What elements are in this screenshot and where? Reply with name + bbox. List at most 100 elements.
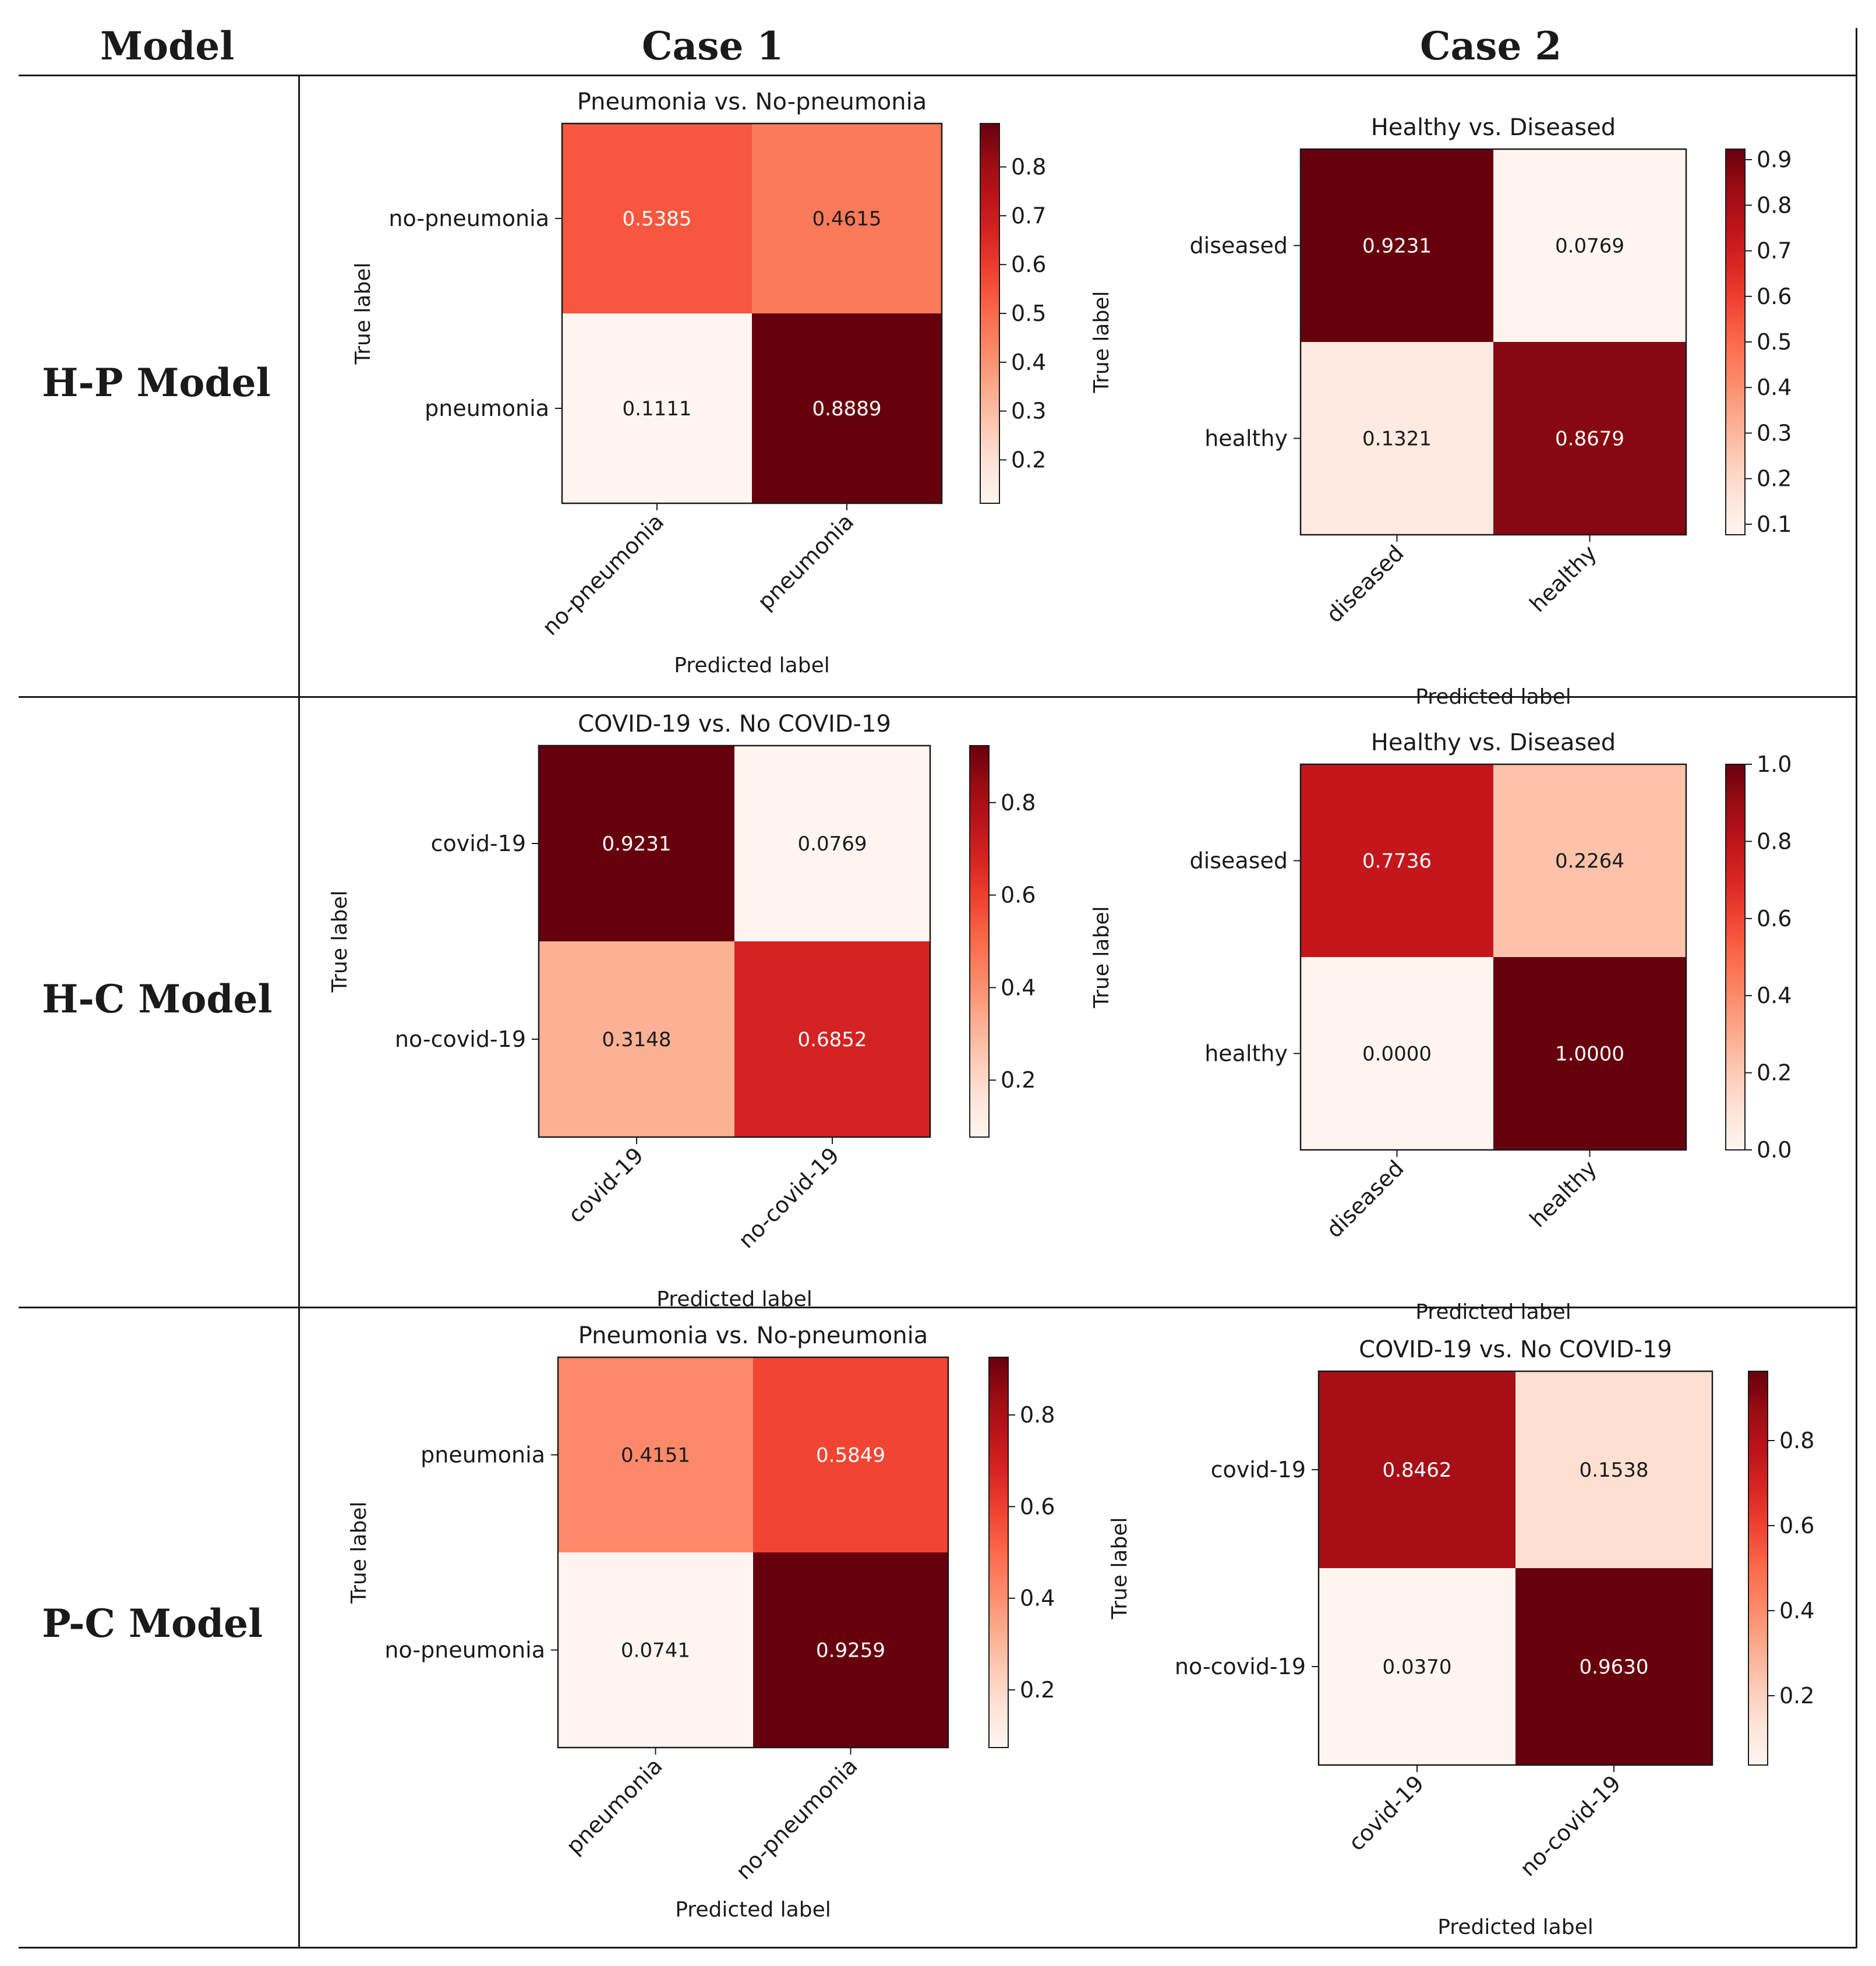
chart-5-frame	[1317, 1370, 1714, 1766]
chart-5-xtick-label-1: no-covid-19	[1515, 1770, 1626, 1881]
chart-1-cell-0-1	[1493, 149, 1686, 342]
chart-3-ytick-label-0: diseased	[1190, 848, 1288, 874]
chart-1-value-label-0-0: 0.9231	[1362, 235, 1432, 258]
chart-0-colorbar	[980, 123, 1000, 504]
chart-2-xaxis-label: Predicted label	[656, 1287, 812, 1311]
chart-5-ytick-label-1: no-covid-19	[1175, 1654, 1306, 1679]
chart-1-colorbar-tick-label-1: 0.2	[1757, 466, 1792, 492]
chart-1-frame	[1299, 148, 1687, 536]
chart-1-cell-1-0	[1301, 342, 1493, 535]
chart-0-value-label-1-0: 0.1111	[623, 397, 692, 421]
row-divider-2	[19, 1307, 1857, 1308]
chart-3-colorbar-tick-label-5: 1.0	[1757, 751, 1792, 777]
chart-3-title: Healthy vs. Diseased	[1371, 729, 1616, 756]
chart-4-value-label-1-1: 0.9259	[816, 1639, 885, 1663]
chart-1-colorbar-tick-label-2: 0.3	[1757, 420, 1792, 446]
chart-1-value-label-0-1: 0.0769	[1555, 235, 1624, 258]
chart-4-xaxis-label: Predicted label	[675, 1898, 831, 1922]
chart-5-ytick-label-0: covid-19	[1211, 1457, 1306, 1483]
chart-4-cell-1-1	[753, 1552, 948, 1748]
chart-3-colorbar-tick-label-1: 0.2	[1757, 1060, 1792, 1086]
chart-1-value-label-1-1: 0.8679	[1555, 428, 1624, 451]
chart-1-colorbar	[1725, 149, 1746, 535]
chart-4-cell-0-0	[558, 1357, 753, 1552]
chart-5-value-label-1-1: 0.9630	[1580, 1656, 1649, 1679]
chart-2-colorbar-tick-label-0: 0.2	[1001, 1067, 1036, 1093]
chart-2-colorbar-tick-label-1: 0.4	[1001, 975, 1036, 1000]
chart-3-cell-0-1	[1493, 764, 1686, 957]
row-label-pc-model: P-C Model	[42, 1601, 263, 1646]
chart-4-value-label-0-0: 0.4151	[621, 1444, 690, 1467]
chart-3-frame	[1299, 763, 1687, 1151]
chart-3-value-label-1-0: 0.0000	[1362, 1043, 1432, 1066]
chart-3-yaxis-label: True label	[1090, 906, 1114, 1009]
chart-0-cell-0-0	[562, 123, 752, 313]
chart-0-value-label-0-1: 0.4615	[812, 207, 882, 231]
chart-3-value-label-0-1: 0.2264	[1555, 850, 1624, 873]
chart-4-colorbar-tick-label-2: 0.6	[1020, 1494, 1055, 1519]
chart-5-colorbar-tick-label-2: 0.6	[1779, 1513, 1814, 1538]
chart-2-colorbar-tick-label-2: 0.6	[1001, 883, 1036, 908]
chart-3-ytick-label-1: healthy	[1204, 1041, 1288, 1067]
table-top-rule	[0, 0, 1876, 2]
chart-2-value-label-0-1: 0.0769	[798, 832, 867, 856]
chart-2-value-label-1-1: 0.6852	[798, 1028, 867, 1051]
chart-5-colorbar-tick-label-3: 0.8	[1779, 1428, 1814, 1453]
chart-5-value-label-1-0: 0.0370	[1383, 1656, 1452, 1679]
chart-4-colorbar	[988, 1357, 1009, 1748]
chart-5-colorbar-tick-label-1: 0.4	[1779, 1598, 1814, 1623]
chart-0-ytick-label-1: pneumonia	[425, 396, 549, 421]
chart-4-cell-1-0	[558, 1552, 753, 1748]
chart-0-value-label-1-1: 0.8889	[812, 397, 882, 421]
chart-1-colorbar-tick-label-4: 0.5	[1757, 329, 1792, 355]
chart-2-yaxis-label: True label	[328, 891, 352, 993]
chart-1-ytick-label-0: diseased	[1190, 233, 1288, 259]
table-bottom-rule	[19, 1947, 1857, 1949]
chart-0-colorbar-tick-label-4: 0.6	[1011, 252, 1046, 277]
chart-4-title: Pneumonia vs. No-pneumonia	[578, 1322, 928, 1349]
chart-2-cell-1-0	[539, 941, 734, 1137]
chart-2-colorbar-tick-label-3: 0.8	[1001, 790, 1036, 816]
chart-2-ytick-label-0: covid-19	[431, 831, 526, 856]
chart-5-cell-1-1	[1515, 1568, 1712, 1765]
chart-0-frame	[561, 122, 943, 504]
chart-3-colorbar-tick-label-0: 0.0	[1757, 1137, 1792, 1163]
chart-0-yaxis-label: True label	[351, 263, 375, 365]
chart-4-frame	[557, 1356, 949, 1749]
chart-1-colorbar-tick-label-3: 0.4	[1757, 375, 1792, 400]
chart-0-colorbar-tick-label-1: 0.3	[1011, 398, 1046, 424]
chart-5-colorbar	[1748, 1371, 1768, 1766]
chart-3-colorbar-tick-label-2: 0.4	[1757, 983, 1792, 1008]
chart-2-value-label-1-0: 0.3148	[602, 1028, 672, 1051]
chart-5-cell-0-1	[1515, 1371, 1712, 1568]
chart-0-colorbar-tick-label-3: 0.5	[1011, 301, 1046, 326]
chart-1-yaxis-label: True label	[1090, 291, 1114, 394]
chart-4-yaxis-label: True label	[347, 1502, 371, 1604]
chart-3-colorbar-tick-label-3: 0.6	[1757, 906, 1792, 931]
chart-1-colorbar-tick-label-6: 0.7	[1757, 238, 1792, 264]
model-column-header: Model	[100, 23, 235, 69]
chart-4-colorbar-tick-label-0: 0.2	[1020, 1677, 1055, 1703]
case1-column-header: Case 1	[642, 23, 784, 69]
chart-0-colorbar-tick-label-5: 0.7	[1011, 203, 1046, 228]
chart-5-value-label-0-1: 0.1538	[1580, 1459, 1649, 1482]
chart-1-cell-0-0	[1301, 149, 1493, 342]
chart-4-ytick-label-0: pneumonia	[421, 1442, 545, 1468]
chart-0-title: Pneumonia vs. No-pneumonia	[577, 89, 927, 115]
chart-1-colorbar-tick-label-7: 0.8	[1757, 192, 1792, 218]
chart-2-cell-0-0	[539, 746, 734, 941]
chart-0-ytick-label-0: no-pneumonia	[388, 206, 549, 231]
chart-3-colorbar-tick-label-4: 0.8	[1757, 828, 1792, 854]
chart-0-value-label-0-0: 0.5385	[623, 207, 692, 231]
chart-0-colorbar-tick-label-2: 0.4	[1011, 350, 1046, 375]
chart-0-cell-1-0	[562, 313, 752, 503]
chart-5-yaxis-label: True label	[1108, 1517, 1132, 1620]
chart-3-xaxis-label: Predicted label	[1415, 1300, 1571, 1324]
chart-5-colorbar-tick-label-0: 0.2	[1779, 1683, 1814, 1709]
chart-1-value-label-1-0: 0.1321	[1362, 428, 1432, 451]
chart-4-value-label-0-1: 0.5849	[816, 1444, 885, 1467]
